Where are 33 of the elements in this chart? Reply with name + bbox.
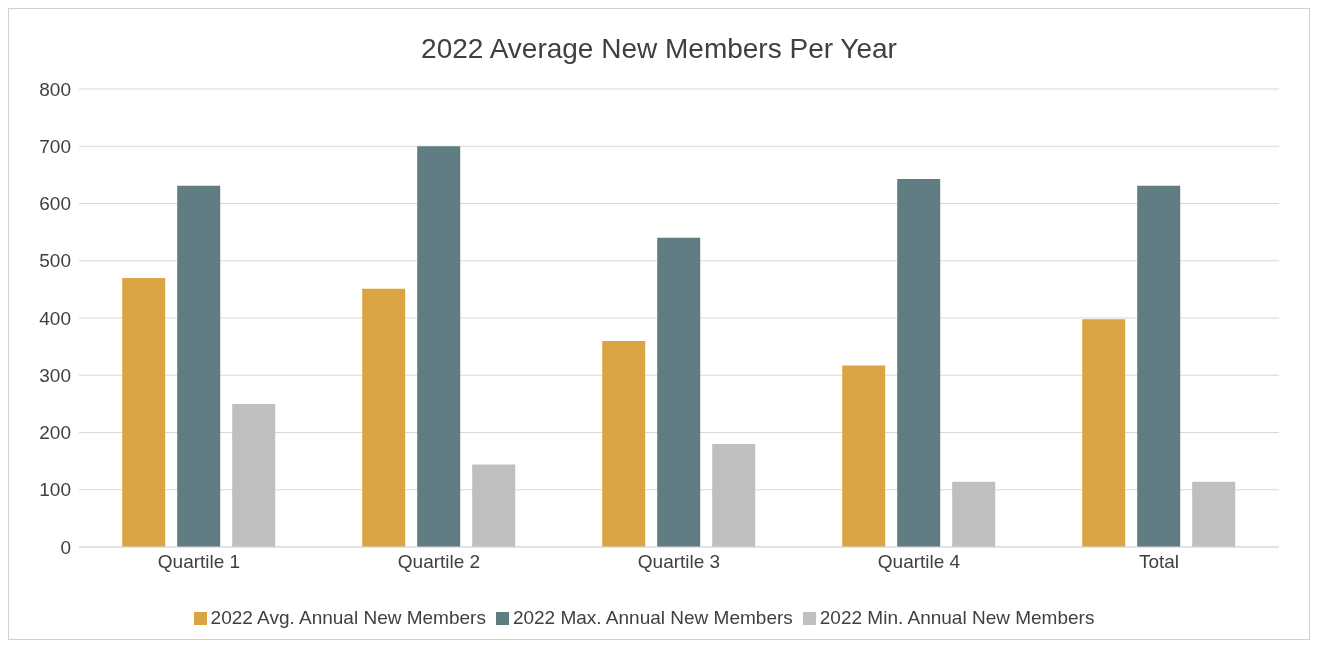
- bar: [417, 146, 461, 547]
- legend-label: 2022 Max. Annual New Members: [512, 607, 793, 628]
- x-tick-label: Quartile 4: [877, 551, 961, 573]
- bar: [897, 178, 941, 547]
- bar: [602, 340, 646, 547]
- bar: [362, 288, 406, 547]
- chart-title: 2022 Average New Members Per Year: [420, 32, 898, 66]
- y-tick-label: 500: [39, 250, 71, 272]
- legend-label: 2022 Avg. Annual New Members: [210, 607, 486, 628]
- x-tick-label: Total: [1138, 551, 1180, 573]
- bar: [232, 403, 276, 547]
- bar: [1082, 319, 1126, 547]
- x-tick-label: Quartile 1: [157, 551, 241, 573]
- bar: [842, 365, 886, 547]
- y-tick-label: 0: [60, 536, 71, 558]
- bar: [1192, 481, 1236, 547]
- bar: [122, 277, 166, 547]
- y-tick-label: 700: [39, 135, 71, 157]
- bar: [177, 185, 221, 547]
- y-tick-label: 200: [39, 422, 71, 444]
- y-tick-label: 600: [39, 193, 71, 215]
- legend-label: 2022 Min. Annual New Members: [819, 607, 1095, 628]
- bar: [952, 481, 996, 547]
- y-tick-label: 100: [39, 479, 71, 501]
- bar: [712, 443, 756, 547]
- x-tick-label: Quartile 2: [397, 551, 481, 573]
- bar: [472, 464, 516, 547]
- y-tick-label: 800: [39, 78, 71, 100]
- y-tick-label: 400: [39, 307, 71, 329]
- bar: [1137, 185, 1181, 547]
- y-tick-label: 300: [39, 364, 71, 386]
- bar: [657, 237, 701, 547]
- x-tick-label: Quartile 3: [637, 551, 721, 573]
